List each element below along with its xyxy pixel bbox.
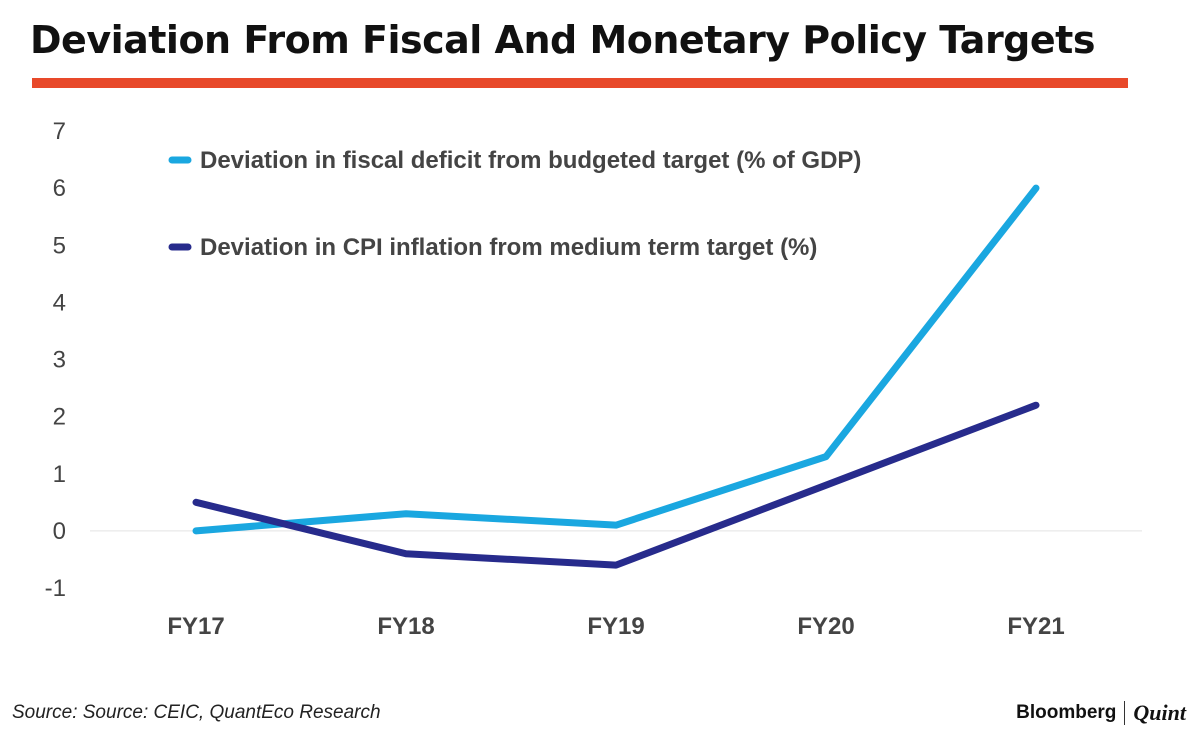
chart-panel: 7 6 5 4 3 2 1 0 -1 FY17 FY18 FY19 FY20 FY21 Deviatio…: [0, 88, 1200, 688]
x-tick-label: FY21: [1007, 613, 1064, 640]
chart-title: Deviation From Fiscal And Monetary Polic…: [30, 18, 1095, 62]
y-axis-ticks: 7 6 5 4 3 2 1 0 -1: [45, 118, 66, 602]
source-note: Source: Source: CEIC, QuantEco Research: [12, 702, 381, 723]
y-tick-label: 6: [53, 175, 66, 202]
brand-bloomberg: Bloomberg: [1016, 702, 1117, 723]
brand-logo: Bloomberg Quint: [1016, 700, 1186, 726]
legend-label-fiscal: Deviation in fiscal deficit from budgete…: [200, 147, 861, 174]
y-tick-label: 5: [53, 232, 66, 259]
x-tick-label: FY17: [167, 613, 224, 640]
x-tick-label: FY19: [587, 613, 644, 640]
y-tick-label: 7: [53, 118, 66, 145]
x-tick-label: FY20: [797, 613, 854, 640]
y-tick-label: 4: [53, 289, 66, 316]
brand-quint: Quint: [1133, 700, 1186, 725]
legend: Deviation in fiscal deficit from budgete…: [168, 147, 861, 261]
y-tick-label: 0: [53, 518, 66, 545]
legend-label-cpi: Deviation in CPI inflation from medium t…: [200, 234, 817, 261]
line-chart: 7 6 5 4 3 2 1 0 -1 FY17 FY18 FY19 FY20 FY21 Deviatio…: [45, 118, 1142, 640]
y-tick-label: -1: [45, 575, 66, 602]
series-line-cpi: [192, 401, 1040, 569]
y-tick-label: 2: [53, 404, 66, 431]
x-axis-ticks: FY17 FY18 FY19 FY20 FY21: [167, 613, 1064, 640]
y-tick-label: 1: [53, 461, 66, 488]
series-line-fiscal: [192, 184, 1040, 535]
brand-separator: [1124, 701, 1126, 725]
y-tick-label: 3: [53, 347, 66, 374]
x-tick-label: FY18: [377, 613, 434, 640]
title-accent-rule: [32, 78, 1128, 88]
series-lines: [192, 184, 1040, 569]
